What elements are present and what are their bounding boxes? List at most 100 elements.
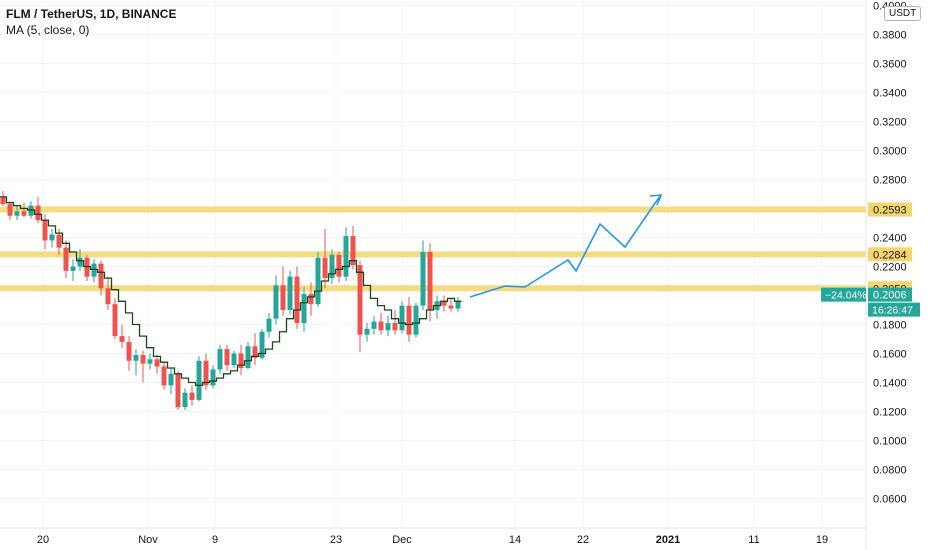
- projection-path[interactable]: [469, 195, 661, 298]
- candle-body: [357, 265, 363, 335]
- candle-body: [308, 294, 314, 305]
- candle-body: [231, 353, 237, 366]
- candle-body: [7, 204, 13, 216]
- time-tick-label: 20: [37, 534, 49, 546]
- time-tick-label: Nov: [138, 534, 158, 546]
- last-price-tag: [868, 287, 912, 302]
- projection-arrowhead: [649, 194, 663, 206]
- candle-body: [182, 392, 188, 408]
- candle-body: [336, 254, 342, 277]
- candle-body: [343, 236, 349, 277]
- candle-body: [175, 373, 181, 408]
- countdown-tag: [868, 302, 920, 317]
- horizontal-level-line[interactable]: [0, 206, 866, 213]
- candle-body: [42, 220, 48, 241]
- candle-body: [259, 331, 265, 358]
- ma-indicator-label: MA (5, close, 0): [6, 23, 90, 37]
- candle-body: [448, 305, 454, 309]
- candle-body: [168, 373, 174, 386]
- countdown-label: 16:26:47: [872, 305, 913, 317]
- candle-body: [119, 336, 125, 342]
- candle-body: [203, 360, 209, 386]
- candle-body: [196, 360, 202, 400]
- price-tick-label: 0.0600: [873, 494, 907, 506]
- candle-body: [287, 276, 293, 310]
- horizontal-level-line[interactable]: [0, 251, 866, 258]
- candle-body: [147, 359, 153, 364]
- price-tick-label: 0.3400: [873, 88, 907, 100]
- price-tick-label: 0.0800: [873, 465, 907, 477]
- candle-body: [210, 369, 216, 386]
- change-tag: [821, 287, 866, 302]
- candle-body: [322, 257, 328, 279]
- candle-body: [301, 294, 307, 324]
- candle-body: [77, 257, 83, 267]
- candle-body: [371, 321, 377, 329]
- candle-body: [406, 305, 412, 335]
- price-tick-label: 0.1800: [873, 320, 907, 332]
- candle-body: [63, 247, 69, 271]
- candle-body: [252, 346, 258, 358]
- candle-body: [427, 252, 433, 310]
- candle-body: [133, 354, 139, 361]
- candle-body: [224, 349, 230, 366]
- price-tick-label: 0.2400: [873, 233, 907, 245]
- candle-body: [14, 211, 20, 216]
- price-tick-label: 0.1400: [873, 378, 907, 390]
- last-price-label: 0.2006: [873, 290, 907, 302]
- time-tick-label: 11: [748, 534, 759, 546]
- candle-body: [273, 285, 279, 319]
- moving-average-line: [0, 196, 462, 387]
- level-price-label: 0.2284: [873, 249, 907, 261]
- candle-body: [161, 366, 167, 386]
- candle-body: [140, 354, 146, 364]
- candle-body: [21, 211, 27, 216]
- time-tick-label: 19: [816, 534, 828, 546]
- currency-button[interactable]: USDT: [884, 6, 922, 21]
- candle-body: [28, 205, 34, 216]
- time-tick-label: Dec: [392, 534, 412, 546]
- time-tick-label: 23: [330, 534, 342, 546]
- chart-legend: FLM / TetherUS, 1D, BINANCE MA (5, close…: [6, 6, 176, 38]
- candle-body: [350, 236, 356, 266]
- candle-body: [84, 257, 90, 277]
- candle-body: [294, 276, 300, 324]
- price-tick-label: 0.3200: [873, 117, 907, 129]
- candle-body: [420, 252, 426, 306]
- price-tick-label: 0.3800: [873, 30, 907, 42]
- time-tick-label: 14: [509, 534, 521, 546]
- price-tick-label: 0.3000: [873, 146, 907, 158]
- candle-body: [70, 266, 76, 271]
- candle-body: [266, 318, 272, 332]
- candle-body: [98, 263, 104, 289]
- candle-body: [441, 301, 447, 306]
- candle-body: [154, 359, 160, 367]
- candle-body: [245, 346, 251, 368]
- price-tick-label: 0.2200: [873, 262, 907, 274]
- candle-body: [56, 234, 62, 248]
- price-tick-label: 0.1600: [873, 349, 907, 361]
- change-percent-label: −24.04%: [825, 290, 867, 302]
- candle-body: [455, 301, 461, 309]
- time-tick-label: 9: [212, 534, 218, 546]
- candle-body: [329, 254, 335, 279]
- symbol-title: FLM / TetherUS, 1D, BINANCE: [6, 7, 177, 21]
- price-tick-label: 0.2800: [873, 175, 907, 187]
- level-price-label: 0.2593: [873, 205, 907, 217]
- candle-body: [91, 263, 97, 277]
- time-tick-label: 2021: [656, 534, 680, 546]
- horizontal-level-line[interactable]: [0, 285, 866, 292]
- candle-body: [105, 288, 111, 305]
- candle-body: [126, 341, 132, 361]
- candle-body: [217, 349, 223, 370]
- candle-body: [0, 196, 6, 205]
- candle-body: [49, 234, 55, 241]
- candle-body: [392, 323, 398, 331]
- candle-body: [280, 285, 286, 310]
- candle-body: [238, 353, 244, 368]
- candle-body: [189, 392, 195, 400]
- time-tick-label: 22: [577, 534, 589, 546]
- candle-body: [35, 205, 41, 221]
- candle-body: [112, 304, 118, 337]
